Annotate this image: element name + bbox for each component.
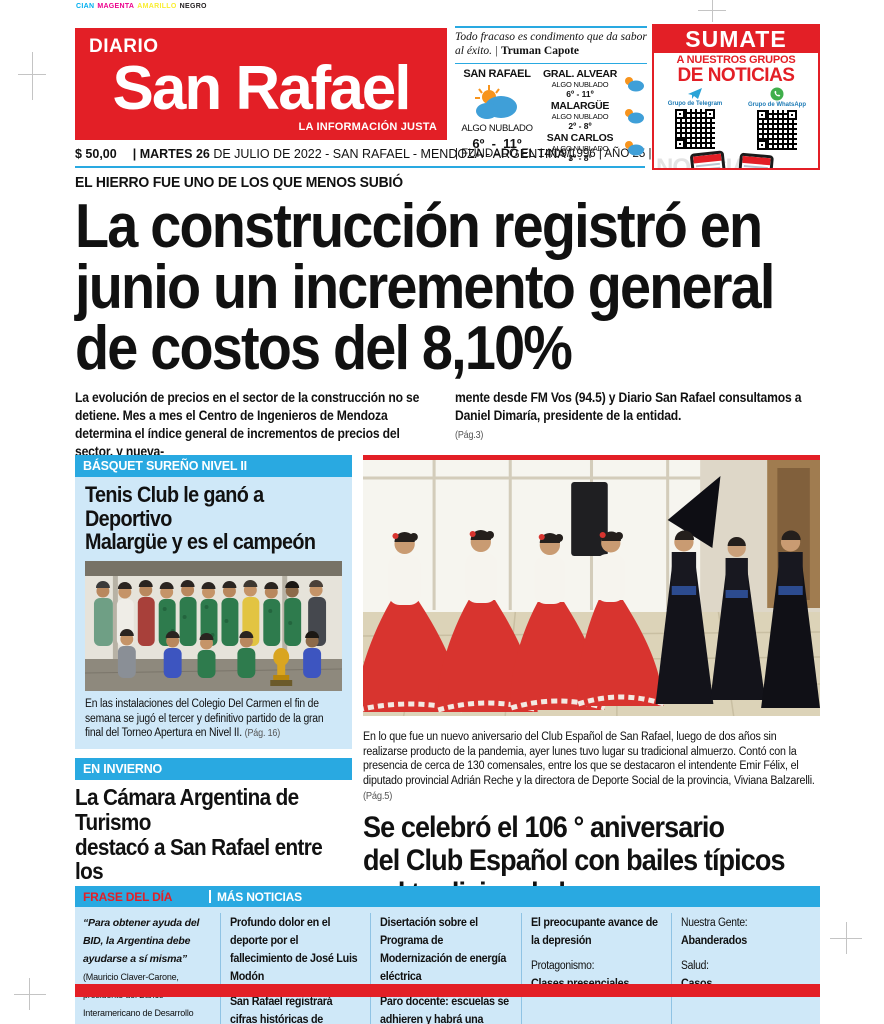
weather-city-name: GRAL. ALVEAR <box>543 67 617 80</box>
phones-mockup: NOTICIAS <box>654 150 818 168</box>
crop-mark <box>698 10 726 11</box>
flamenco-dancers-photo <box>363 460 820 716</box>
weather-temps: 3º - 8º <box>568 152 592 163</box>
sun-cloud-icon <box>625 76 644 92</box>
reg-negro-label: NEGRO <box>179 3 207 10</box>
mas-noticias-label: MÁS NOTICIAS <box>217 889 302 904</box>
whatsapp-icon <box>770 87 784 101</box>
frase-column: “Para obtener ayuda del BID, la Argentin… <box>83 913 211 1024</box>
weather-condition: ALGO NUBLADO <box>461 122 533 134</box>
frase-attribution: (Mauricio Claver-Carone, presidente del … <box>83 972 194 1018</box>
sun-cloud-icon <box>625 108 644 124</box>
photo-top-bar <box>363 455 820 460</box>
news-column: Profundo dolor en el deporte por el fall… <box>220 913 361 1024</box>
news-item: El preocupante avance de la depresión <box>530 915 658 947</box>
lead-headline: La construcción registró en junio un inc… <box>75 192 775 383</box>
reg-yellow-label: AMARILLO <box>137 3 177 10</box>
crop-mark <box>32 52 33 100</box>
print-registration-marks: CIAN MAGENTA AMARILLO NEGRO <box>76 3 210 10</box>
weather-temps: 2º - 8º <box>568 120 592 131</box>
basketball-team-photo <box>85 560 342 691</box>
reg-cyan-label: CIAN <box>76 3 95 10</box>
crop-mark <box>712 0 713 22</box>
quote-text: Todo fracaso es condimento que da sabor … <box>455 31 647 57</box>
phone-mockup <box>736 152 774 168</box>
lead-story: EL HIERRO FUE UNO DE LOS QUE MENOS SUBIÓ… <box>75 174 820 461</box>
weather-widget: Todo fracaso es condimento que da sabor … <box>455 26 647 164</box>
masthead-diario-label: DIARIO <box>89 36 159 57</box>
telegram-icon <box>688 88 702 99</box>
page-reference: (Pág. 16) <box>244 728 281 740</box>
promo-line1: A NUESTROS GRUPOS <box>676 54 796 66</box>
whatsapp-group-cell: Grupo de WhatsApp <box>745 87 809 150</box>
weather-row: MALARGÜE ALGO NUBLADO 2º - 8º <box>539 100 647 131</box>
basketball-section-tag: BÁSQUET SUREÑO NIVEL II <box>75 455 352 477</box>
news-item: Profundo dolor en el deporte por el fall… <box>230 915 358 983</box>
bottom-strip-body: “Para obtener ayuda del BID, la Argentin… <box>75 907 820 1024</box>
header-divider <box>209 890 211 903</box>
right-column: En lo que fue un nuevo aniversario del C… <box>363 455 820 910</box>
lead-kicker: EL HIERRO FUE UNO DE LOS QUE MENOS SUBIÓ <box>75 174 403 191</box>
masthead: DIARIO San Rafael LA INFORMACIÓN JUSTA <box>75 28 447 140</box>
promo-title: SUMATE <box>654 26 818 53</box>
frase-del-dia-label: FRASE DEL DÍA <box>83 889 173 904</box>
page-reference: (Pág.5) <box>363 790 393 802</box>
news-column: Disertación sobre el Programa de Moderni… <box>370 913 511 1024</box>
weather-condition: ALGO NUBLADO <box>551 111 609 121</box>
basketball-headline: Tenis Club le ganó a Deportivo Malargüe … <box>85 482 316 555</box>
sun-cloud-icon <box>625 140 644 156</box>
telegram-group-cell: Grupo de Telegram <box>663 87 727 150</box>
reg-magenta-label: MAGENTA <box>97 3 135 10</box>
weather-temps: 6º - 11º <box>472 135 522 151</box>
masthead-title: San Rafael <box>112 54 411 123</box>
trophy <box>270 647 293 686</box>
bottom-strip: FRASE DEL DÍA MÁS NOTICIAS “Para obtener… <box>75 886 820 1024</box>
price: $ 50,00 <box>75 147 117 161</box>
masthead-rule <box>75 166 645 168</box>
lead-paragraph-col2: mente desde FM Vos (94.5) y Diario San R… <box>455 390 802 441</box>
whatsapp-qr-code <box>757 110 797 150</box>
weather-row: SAN CARLOS ALGO NUBLADO 3º - 8º <box>539 132 647 163</box>
frase-quote: “Para obtener ayuda del BID, la Argentin… <box>83 917 200 965</box>
weather-city-name: MALARGÜE <box>550 99 610 112</box>
basketball-story: BÁSQUET SUREÑO NIVEL II Tenis Club le ga… <box>75 455 352 750</box>
masthead-tagline: LA INFORMACIÓN JUSTA <box>298 121 437 133</box>
news-item: Paro docente: escuelas se adhieren y hab… <box>380 994 510 1024</box>
crop-mark <box>14 994 46 995</box>
weather-temps: 6º - 11º <box>566 88 594 99</box>
phone-mockup <box>689 150 729 168</box>
club-photo-caption: En lo que fue un nuevo aniversario del C… <box>363 731 815 802</box>
bottom-red-bar <box>75 984 820 997</box>
weather-city-name: SAN RAFAEL <box>463 67 531 80</box>
telegram-label: Grupo de Telegram <box>667 101 723 107</box>
quote-of-day: Todo fracaso es condimento que da sabor … <box>455 26 647 64</box>
news-column: El preocupante avance de la depresión Pr… <box>520 913 662 1024</box>
whatsapp-label: Grupo de WhatsApp <box>748 102 806 108</box>
tourism-section-tag: EN INVIERNO <box>75 758 352 781</box>
sun-cloud-icon <box>475 84 517 119</box>
telegram-qr-code <box>675 109 715 149</box>
news-item: San Rafael registrará cifras históricas … <box>230 994 333 1024</box>
promo-line2: DE NOTICIAS <box>677 65 795 86</box>
weather-city-name: SAN CARLOS <box>546 131 614 144</box>
crop-mark <box>18 74 46 75</box>
news-column: Nuestra Gente: Abanderados Salud: Casos <box>670 913 812 1024</box>
news-groups-promo: SUMATE A NUESTROS GRUPOS DE NOTICIAS Gru… <box>652 24 820 170</box>
date-rest: DE JULIO DE 2022 - SAN RAFAEL - MENDOZA … <box>209 147 572 161</box>
quote-author: Truman Capote <box>500 44 580 57</box>
weather-row: GRAL. ALVEAR ALGO NUBLADO 6º - 11º <box>539 68 647 99</box>
price-date-row: $ 50,00 | MARTES 26 DE JULIO DE 2022 - SA… <box>75 147 572 161</box>
news-item: Disertación sobre el Programa de Moderni… <box>380 915 507 983</box>
bottom-strip-header: FRASE DEL DÍA MÁS NOTICIAS <box>75 886 820 907</box>
weather-condition: ALGO NUBLADO <box>551 79 609 89</box>
date-day: | MARTES 26 <box>132 147 210 161</box>
weather-condition: ALGO NUBLADO <box>551 143 609 153</box>
news-item: Nuestra Gente: Abanderados <box>680 917 748 947</box>
weather-main-city: SAN RAFAEL ALGO NUBLADO 6º - 11º <box>455 68 539 164</box>
basketball-caption: En las instalaciones del Colegio Del Car… <box>85 697 324 740</box>
lead-paragraph-col1: La evolución de precios en el sector de … <box>75 390 420 459</box>
crop-mark <box>830 938 862 939</box>
page-reference: (Pág.3) <box>455 429 484 441</box>
